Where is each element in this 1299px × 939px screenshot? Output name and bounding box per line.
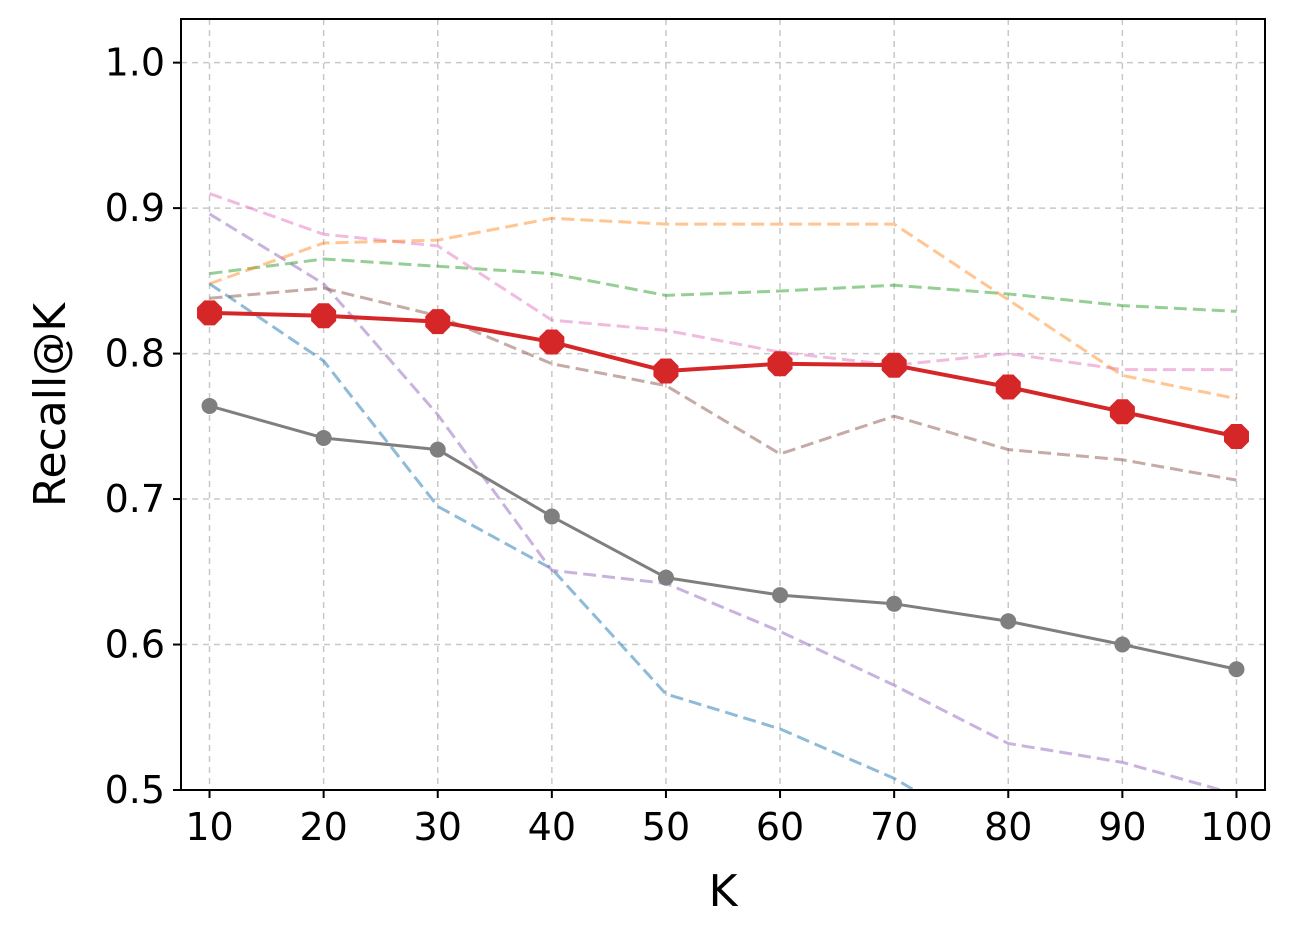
data-point-series-7 xyxy=(772,587,789,604)
x-tick-label: 40 xyxy=(528,805,576,849)
axis-ticks: 10 20 30 40 50 60 70 80 90 100 0.5 0.6 0.7 0.8 0.9 1.0 xyxy=(105,41,1273,849)
marker-layer xyxy=(197,300,1249,678)
y-tick-label: 0.6 xyxy=(105,623,165,667)
x-tick-label: 60 xyxy=(756,805,804,849)
plot-background xyxy=(181,19,1265,790)
y-tick-label: 0.5 xyxy=(105,768,165,812)
series-line-5 xyxy=(209,257,1237,313)
series-line-8 xyxy=(209,310,1237,439)
y-tick-label: 0.9 xyxy=(105,186,165,230)
data-point-series-8 xyxy=(1109,399,1135,425)
y-tick-label: 0.8 xyxy=(105,332,165,376)
series-line-3 xyxy=(209,286,1237,482)
x-tick-label: 100 xyxy=(1200,805,1273,849)
data-point-series-7 xyxy=(886,595,903,612)
data-point-series-8 xyxy=(425,309,451,335)
data-point-series-7 xyxy=(1000,613,1017,630)
data-point-series-7 xyxy=(201,397,218,414)
x-tick-label: 30 xyxy=(414,805,462,849)
y-axis-label: Recall@K xyxy=(25,302,76,507)
data-point-series-8 xyxy=(197,300,223,326)
data-point-series-8 xyxy=(881,352,907,378)
series-line-7 xyxy=(209,404,1237,671)
data-point-series-8 xyxy=(653,358,679,384)
x-axis-label: K xyxy=(709,866,739,917)
x-tick-label: 90 xyxy=(1098,805,1146,849)
data-point-series-7 xyxy=(1114,636,1131,653)
x-tick-label: 10 xyxy=(185,805,233,849)
series-line-6 xyxy=(209,216,1237,401)
series-layer xyxy=(208,192,1237,790)
data-point-series-8 xyxy=(311,303,337,329)
data-point-series-8 xyxy=(767,351,793,377)
x-tick-label: 20 xyxy=(299,805,347,849)
data-point-series-7 xyxy=(657,569,674,586)
x-tick-label: 70 xyxy=(870,805,918,849)
series-line-1 xyxy=(208,282,917,790)
data-point-series-8 xyxy=(539,329,565,355)
series-line-4 xyxy=(209,192,1237,372)
y-tick-label: 1.0 xyxy=(105,41,165,85)
x-tick-label: 50 xyxy=(642,805,690,849)
y-tick-label: 0.7 xyxy=(105,477,165,521)
plot-frame xyxy=(180,18,1266,791)
data-point-series-7 xyxy=(1228,661,1245,678)
data-point-series-8 xyxy=(1223,423,1249,450)
series-line-2 xyxy=(208,212,1227,790)
data-point-series-7 xyxy=(543,508,560,525)
data-point-series-8 xyxy=(995,374,1021,400)
data-point-series-7 xyxy=(429,441,446,458)
x-tick-label: 80 xyxy=(984,805,1032,849)
data-point-series-7 xyxy=(315,429,332,446)
